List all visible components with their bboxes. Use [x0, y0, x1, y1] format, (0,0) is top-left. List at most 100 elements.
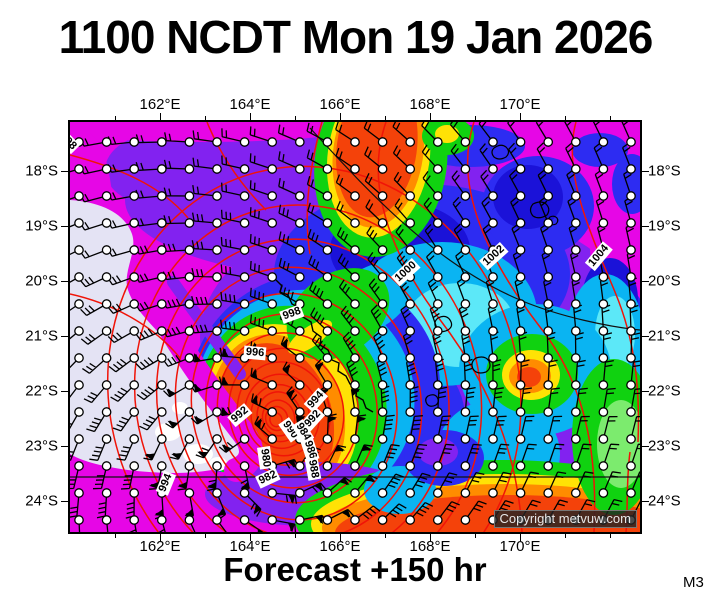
wind-station-circle: [294, 191, 305, 201]
wind-station-circle: [515, 218, 526, 228]
wind-station-circle: [377, 488, 388, 498]
model-run-label: M3: [683, 574, 704, 591]
wind-station-circle: [488, 461, 498, 471]
wind-station-circle: [432, 461, 443, 471]
wind-station-circle: [322, 434, 333, 444]
wind-station-circle: [156, 353, 167, 363]
wind-barb-staffs: [70, 122, 640, 532]
wind-station-circle: [101, 191, 112, 201]
wind-station-circle: [184, 272, 195, 282]
wind-station-circle: [156, 218, 167, 228]
wind-station-circle: [543, 326, 554, 336]
axis-tick: [61, 281, 68, 282]
axis-minor-tick: [115, 534, 116, 538]
wind-station-circle: [432, 218, 443, 228]
wind-station-circle: [350, 434, 360, 444]
wind-station-circle: [432, 272, 443, 282]
wind-station-circle: [626, 137, 636, 147]
wind-station-circle: [267, 407, 278, 417]
wind-station-circle: [626, 191, 636, 201]
axis-tick: [642, 171, 649, 172]
isobar-curves: [70, 122, 640, 532]
wind-station-circle: [212, 515, 222, 525]
axis-minor-tick: [475, 534, 476, 538]
wind-station-circle: [101, 218, 112, 228]
wind-station-circle: [184, 326, 195, 336]
lat-axis-label-right: 18°S: [648, 162, 681, 180]
lat-axis-label-left: 21°S: [25, 327, 58, 345]
axis-tick: [340, 534, 341, 541]
wind-station-circle: [129, 164, 140, 174]
wind-station-circle: [432, 488, 443, 498]
page-title: 1100 NCDT Mon 19 Jan 2026: [58, 11, 654, 63]
wind-station-circle: [74, 164, 84, 174]
wind-station-circle: [570, 137, 581, 147]
isobar-label: 996: [243, 345, 267, 361]
wind-station-circle: [570, 488, 581, 498]
wind-station-circle: [543, 299, 554, 309]
wind-station-circle: [598, 191, 609, 201]
wind-station-circle: [350, 137, 360, 147]
wind-station-circle: [74, 191, 84, 201]
wind-station-circle: [294, 137, 305, 147]
wind-station-circle: [74, 515, 84, 525]
wind-station-circle: [515, 272, 526, 282]
wind-station-circle: [432, 164, 443, 174]
lat-axis-label-left: 20°S: [25, 272, 58, 290]
wind-station-circle: [322, 164, 333, 174]
wind-station-circle: [239, 461, 250, 471]
wind-station-circle: [129, 515, 140, 525]
axis-minor-tick: [565, 116, 566, 120]
wind-station-circle: [294, 488, 305, 498]
axis-minor-tick: [205, 534, 206, 538]
wind-station-circle: [267, 515, 278, 525]
wind-station-circle: [101, 137, 112, 147]
wind-station-circle: [212, 218, 222, 228]
wind-station-circle: [460, 164, 471, 174]
lon-axis-label-bottom: 166°E: [319, 538, 361, 555]
wind-station-circle: [570, 380, 581, 390]
wind-station-circle: [129, 380, 140, 390]
wind-station-circle: [239, 191, 250, 201]
wind-station-circle: [322, 245, 333, 255]
wind-station-circle: [156, 461, 167, 471]
wind-station-circle: [267, 272, 278, 282]
axis-tick: [520, 113, 521, 120]
wind-station-circle: [460, 461, 471, 471]
wind-station-circle: [488, 380, 498, 390]
lon-axis-label-top: 170°E: [499, 96, 541, 113]
wind-station-circle: [377, 353, 388, 363]
wind-station-circle: [598, 461, 609, 471]
wind-station-circle: [432, 137, 443, 147]
wind-station-circle: [405, 137, 416, 147]
lon-axis-label-top: 164°E: [229, 96, 271, 113]
wind-station-circle: [294, 326, 305, 336]
wind-station-circle: [212, 380, 222, 390]
wind-station-circle: [377, 461, 388, 471]
wind-station-circle: [322, 137, 333, 147]
wind-station-circle: [129, 299, 140, 309]
wind-station-circle: [543, 164, 554, 174]
wind-station-circle: [460, 488, 471, 498]
wind-station-circle: [432, 299, 443, 309]
wind-station-circle: [156, 326, 167, 336]
wind-station-circle: [101, 515, 112, 525]
wind-station-circle: [267, 353, 278, 363]
wind-station-circle: [432, 380, 443, 390]
wind-station-circle: [626, 407, 636, 417]
lat-axis-label-left: 24°S: [25, 492, 58, 510]
wind-station-circle: [598, 434, 609, 444]
axis-tick: [160, 534, 161, 541]
wind-station-circle: [570, 272, 581, 282]
wind-station-circle: [405, 488, 416, 498]
wind-station-circle: [515, 137, 526, 147]
wind-station-circle: [322, 488, 333, 498]
axis-tick: [642, 336, 649, 337]
wind-station-circle: [101, 353, 112, 363]
wind-station-circle: [74, 380, 84, 390]
axis-tick: [61, 391, 68, 392]
wind-station-circle: [432, 434, 443, 444]
axis-tick: [520, 534, 521, 541]
axis-tick: [61, 501, 68, 502]
forecast-hour-label: Forecast +150 hr: [223, 551, 487, 588]
